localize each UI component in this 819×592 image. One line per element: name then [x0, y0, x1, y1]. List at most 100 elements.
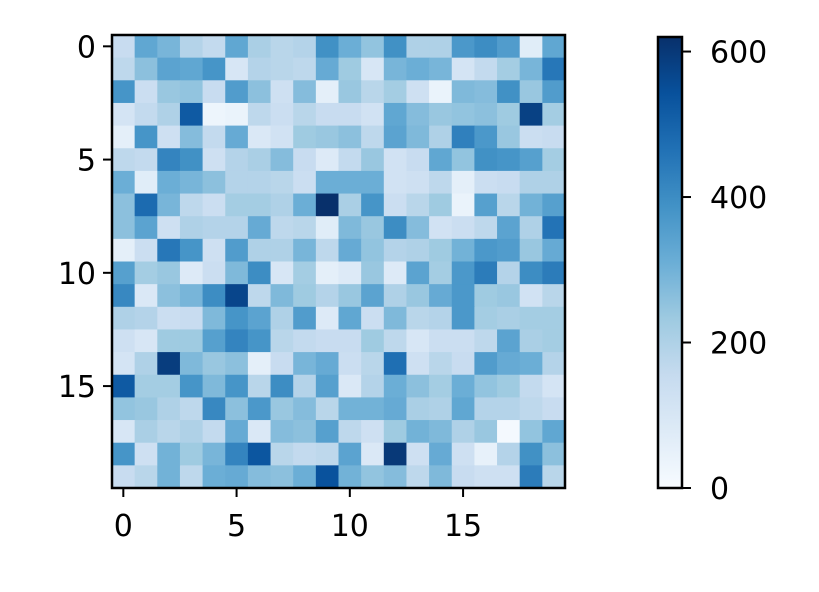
heatmap-cell — [474, 193, 498, 217]
heatmap-cell — [474, 238, 498, 263]
heatmap-cell — [338, 80, 362, 104]
heatmap-cell — [270, 420, 294, 444]
heatmap-cell — [542, 102, 566, 127]
heatmap-cell — [179, 193, 204, 217]
heatmap-cell — [293, 80, 317, 104]
heatmap-cell — [202, 397, 226, 421]
heatmap-cell — [361, 57, 385, 81]
heatmap-cell — [338, 442, 362, 466]
heatmap-cell — [179, 148, 204, 172]
heatmap-cell — [406, 125, 430, 149]
heatmap-cell — [112, 80, 136, 104]
heatmap-cell — [315, 284, 340, 308]
heatmap-cell — [293, 284, 317, 308]
heatmap-cell — [474, 80, 498, 104]
heatmap-cell — [112, 148, 136, 172]
heatmap-cell — [338, 329, 362, 353]
y-tick-label: 0 — [77, 30, 96, 65]
heatmap-cell — [383, 329, 408, 353]
heatmap-axes: 0 5 10 15 0 5 10 15 — [58, 30, 567, 544]
heatmap-cell — [519, 306, 543, 331]
heatmap-cell — [519, 148, 543, 172]
heatmap-cell — [429, 397, 453, 421]
heatmap-cell — [225, 238, 249, 263]
heatmap-cell — [542, 352, 566, 376]
heatmap-cell — [519, 57, 543, 81]
heatmap-cell — [293, 170, 317, 195]
heatmap-cell — [225, 352, 249, 376]
heatmap-cell — [293, 125, 317, 149]
heatmap-cell — [179, 465, 204, 489]
heatmap-cell — [179, 420, 204, 444]
heatmap-cell — [179, 374, 204, 398]
heatmap-cell — [542, 125, 566, 149]
heatmap-cell — [519, 238, 543, 263]
plot-frame — [110, 33, 567, 490]
heatmap-cell — [315, 465, 340, 489]
heatmap-cell — [383, 216, 408, 240]
heatmap-cell — [497, 148, 521, 172]
heatmap-cell — [270, 442, 294, 466]
heatmap-cell — [315, 306, 340, 331]
heatmap-cell — [247, 57, 272, 81]
heatmap-cell — [247, 261, 272, 285]
heatmap-cell — [429, 465, 453, 489]
heatmap-cell — [112, 102, 136, 127]
heatmap-cell — [338, 102, 362, 127]
heatmap-cell — [179, 35, 204, 59]
heatmap-cell — [519, 125, 543, 149]
colorbar: 0 200 400 600 — [656, 35, 767, 507]
heatmap-cell — [179, 80, 204, 104]
heatmap-cell — [361, 148, 385, 172]
heatmap-cell — [406, 170, 430, 195]
heatmap-cell — [406, 35, 430, 59]
heatmap-cell — [247, 352, 272, 376]
heatmap-cell — [112, 306, 136, 331]
heatmap-cell — [474, 442, 498, 466]
heatmap-cell — [134, 80, 158, 104]
heatmap-cell — [157, 148, 181, 172]
heatmap-cell — [134, 193, 158, 217]
heatmap-cell — [383, 170, 408, 195]
heatmap-cell — [315, 374, 340, 398]
heatmap-cell — [451, 374, 475, 398]
heatmap-cell — [361, 238, 385, 263]
heatmap-cell — [361, 306, 385, 331]
heatmap-cell — [406, 80, 430, 104]
heatmap-cell — [270, 238, 294, 263]
heatmap-cell — [361, 329, 385, 353]
heatmap-cell — [179, 442, 204, 466]
heatmap-cell — [474, 306, 498, 331]
heatmap-cell — [179, 216, 204, 240]
heatmap-cell — [157, 261, 181, 285]
heatmap-cell — [451, 442, 475, 466]
heatmap-cell — [361, 420, 385, 444]
heatmap-cell — [134, 374, 158, 398]
colorbar-gradient — [656, 35, 684, 490]
y-tick-label: 5 — [77, 144, 96, 179]
heatmap-cell — [270, 352, 294, 376]
y-tick-label: 10 — [58, 257, 96, 292]
heatmap-cell — [383, 125, 408, 149]
heatmap-cell — [338, 35, 362, 59]
heatmap-cell — [134, 442, 158, 466]
heatmap-cell — [429, 35, 453, 59]
heatmap-cell — [202, 102, 226, 127]
heatmap-cell — [451, 306, 475, 331]
heatmap-cell — [270, 397, 294, 421]
heatmap-cell — [134, 397, 158, 421]
heatmap-cell — [202, 284, 226, 308]
heatmap-cell — [247, 35, 272, 59]
heatmap-cell — [474, 216, 498, 240]
heatmap-cell — [338, 397, 362, 421]
heatmap-cell — [134, 57, 158, 81]
heatmap-cell — [247, 148, 272, 172]
heatmap-cell — [112, 216, 136, 240]
heatmap-cell — [429, 420, 453, 444]
heatmap-cell — [225, 35, 249, 59]
heatmap-cell — [542, 238, 566, 263]
heatmap-cell — [497, 80, 521, 104]
heatmap-cell — [338, 216, 362, 240]
heatmap-cell — [315, 352, 340, 376]
